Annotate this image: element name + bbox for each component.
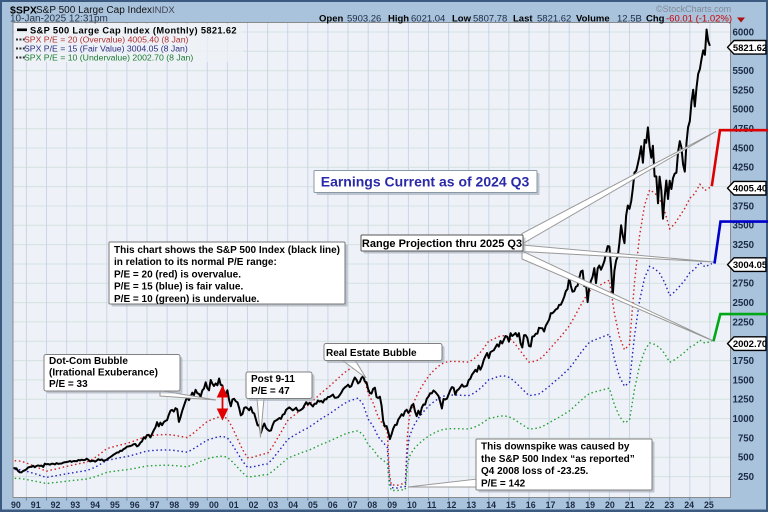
svg-text:-60.01 (-1.02%): -60.01 (-1.02%) <box>666 14 732 25</box>
svg-text:Open: Open <box>319 14 343 25</box>
svg-text:Chg: Chg <box>646 14 665 25</box>
svg-text:01: 01 <box>229 500 239 510</box>
svg-text:750: 750 <box>738 433 754 444</box>
svg-text:5821.62: 5821.62 <box>537 14 571 25</box>
svg-text:©StockCharts.com: ©StockCharts.com <box>656 4 731 14</box>
svg-text:5807.78: 5807.78 <box>473 14 507 25</box>
svg-text:S&P 500 Large Cap Index: S&P 500 Large Cap Index <box>36 5 152 16</box>
svg-text:5250: 5250 <box>732 85 754 96</box>
svg-text:SPX P/E = 15 (Fair Value) 3004: SPX P/E = 15 (Fair Value) 3004.05 (8 Jan… <box>24 44 188 54</box>
svg-text:5821.62: 5821.62 <box>733 43 767 54</box>
svg-text:24: 24 <box>684 500 694 510</box>
svg-text:97: 97 <box>150 500 160 510</box>
svg-text:Volume: Volume <box>576 14 610 25</box>
svg-text:25: 25 <box>704 500 714 510</box>
svg-text:22: 22 <box>645 500 655 510</box>
svg-text:12: 12 <box>447 500 457 510</box>
svg-text:05: 05 <box>308 500 318 510</box>
svg-text:20: 20 <box>605 500 615 510</box>
svg-text:P/E = 47: P/E = 47 <box>251 386 290 397</box>
svg-text:00: 00 <box>209 500 219 510</box>
svg-text:1500: 1500 <box>732 375 754 386</box>
svg-text:3004.05: 3004.05 <box>733 260 768 271</box>
svg-text:P/E = 20 (red) is overvalue.: P/E = 20 (red) is overvalue. <box>114 269 241 280</box>
svg-text:SPX P/E = 10 (Undervalue) 2002: SPX P/E = 10 (Undervalue) 2002.70 (8 Jan… <box>24 53 193 63</box>
svg-text:6000: 6000 <box>732 27 754 38</box>
svg-text:10: 10 <box>407 500 417 510</box>
svg-text:02: 02 <box>249 500 259 510</box>
svg-text:INDX: INDX <box>152 5 175 16</box>
svg-text:250: 250 <box>738 472 754 483</box>
svg-text:06: 06 <box>328 500 338 510</box>
svg-text:07: 07 <box>348 500 358 510</box>
svg-text:21: 21 <box>625 500 635 510</box>
svg-text:17: 17 <box>546 500 556 510</box>
svg-text:1750: 1750 <box>732 356 754 367</box>
svg-text:Dot-Com Bubble: Dot-Com Bubble <box>49 356 128 367</box>
svg-text:(Irrational Exuberance): (Irrational Exuberance) <box>49 368 158 379</box>
svg-text:04: 04 <box>288 500 298 510</box>
svg-text:15: 15 <box>506 500 516 510</box>
svg-text:92: 92 <box>51 500 61 510</box>
svg-text:14: 14 <box>486 500 496 510</box>
svg-text:09: 09 <box>387 500 397 510</box>
svg-text:5903.26: 5903.26 <box>347 14 381 25</box>
svg-text:3250: 3250 <box>732 240 754 251</box>
svg-text:4005.40: 4005.40 <box>733 184 767 195</box>
svg-text:2750: 2750 <box>732 279 754 290</box>
svg-text:91: 91 <box>31 500 41 510</box>
svg-text:2500: 2500 <box>732 298 754 309</box>
svg-text:Last: Last <box>513 14 533 25</box>
svg-text:Post 9-11: Post 9-11 <box>251 374 295 385</box>
svg-text:19: 19 <box>585 500 595 510</box>
svg-text:6021.04: 6021.04 <box>411 14 445 25</box>
svg-text:S&P 500 Large Cap Index (Month: S&P 500 Large Cap Index (Monthly) 5821.6… <box>30 26 237 36</box>
svg-text:500: 500 <box>738 453 754 464</box>
svg-text:P/E = 15 (blue) is fair value.: P/E = 15 (blue) is fair value. <box>114 282 243 293</box>
svg-text:Low: Low <box>452 14 472 25</box>
svg-text:Real Estate Bubble: Real Estate Bubble <box>326 348 417 359</box>
svg-text:2250: 2250 <box>732 317 754 328</box>
svg-text:Range Projection thru 2025 Q3: Range Projection thru 2025 Q3 <box>362 238 522 250</box>
svg-text:High: High <box>388 14 409 25</box>
svg-text:1250: 1250 <box>732 395 754 406</box>
svg-text:13: 13 <box>466 500 476 510</box>
svg-text:4250: 4250 <box>732 163 754 174</box>
svg-text:08: 08 <box>367 500 377 510</box>
svg-text:5000: 5000 <box>732 105 754 116</box>
svg-text:11: 11 <box>427 500 436 510</box>
svg-text:Earnings Current as of 2024 Q3: Earnings Current as of 2024 Q3 <box>321 174 530 190</box>
svg-text:the S&P 500 Index “as reported: the S&P 500 Index “as reported” <box>481 454 635 465</box>
svg-text:1000: 1000 <box>732 414 754 425</box>
svg-text:Q4 2008 loss of -23.25.: Q4 2008 loss of -23.25. <box>481 466 589 477</box>
svg-text:10-Jan-2025 12:31pm: 10-Jan-2025 12:31pm <box>10 14 108 25</box>
svg-text:4500: 4500 <box>732 143 754 154</box>
svg-text:99: 99 <box>189 500 199 510</box>
svg-text:P/E = 142: P/E = 142 <box>481 478 526 489</box>
svg-text:3750: 3750 <box>732 201 754 212</box>
svg-text:$SPX: $SPX <box>10 5 37 17</box>
svg-text:SPX P/E = 20 (Overvalue) 4005.: SPX P/E = 20 (Overvalue) 4005.40 (8 Jan) <box>24 35 189 45</box>
svg-text:94: 94 <box>90 500 100 510</box>
svg-text:18: 18 <box>565 500 575 510</box>
svg-text:P/E = 10 (green) is undervalue: P/E = 10 (green) is undervalue. <box>114 294 260 305</box>
svg-text:96: 96 <box>130 500 140 510</box>
svg-text:P/E = 33: P/E = 33 <box>49 379 88 390</box>
svg-text:16: 16 <box>526 500 536 510</box>
svg-text:90: 90 <box>11 500 21 510</box>
svg-text:12.5B: 12.5B <box>617 14 642 25</box>
svg-text:98: 98 <box>169 500 179 510</box>
svg-text:This chart shows the S&P 500 I: This chart shows the S&P 500 Index (blac… <box>114 245 340 256</box>
svg-text:2002.70: 2002.70 <box>733 339 767 350</box>
svg-text:95: 95 <box>110 500 120 510</box>
svg-text:03: 03 <box>268 500 278 510</box>
svg-text:23: 23 <box>664 500 674 510</box>
svg-text:3500: 3500 <box>732 221 754 232</box>
svg-text:in relation to its normal P/E: in relation to its normal P/E range: <box>114 257 277 268</box>
svg-text:93: 93 <box>70 500 80 510</box>
svg-text:5500: 5500 <box>732 66 754 77</box>
svg-text:This downspike was caused by: This downspike was caused by <box>481 442 630 453</box>
